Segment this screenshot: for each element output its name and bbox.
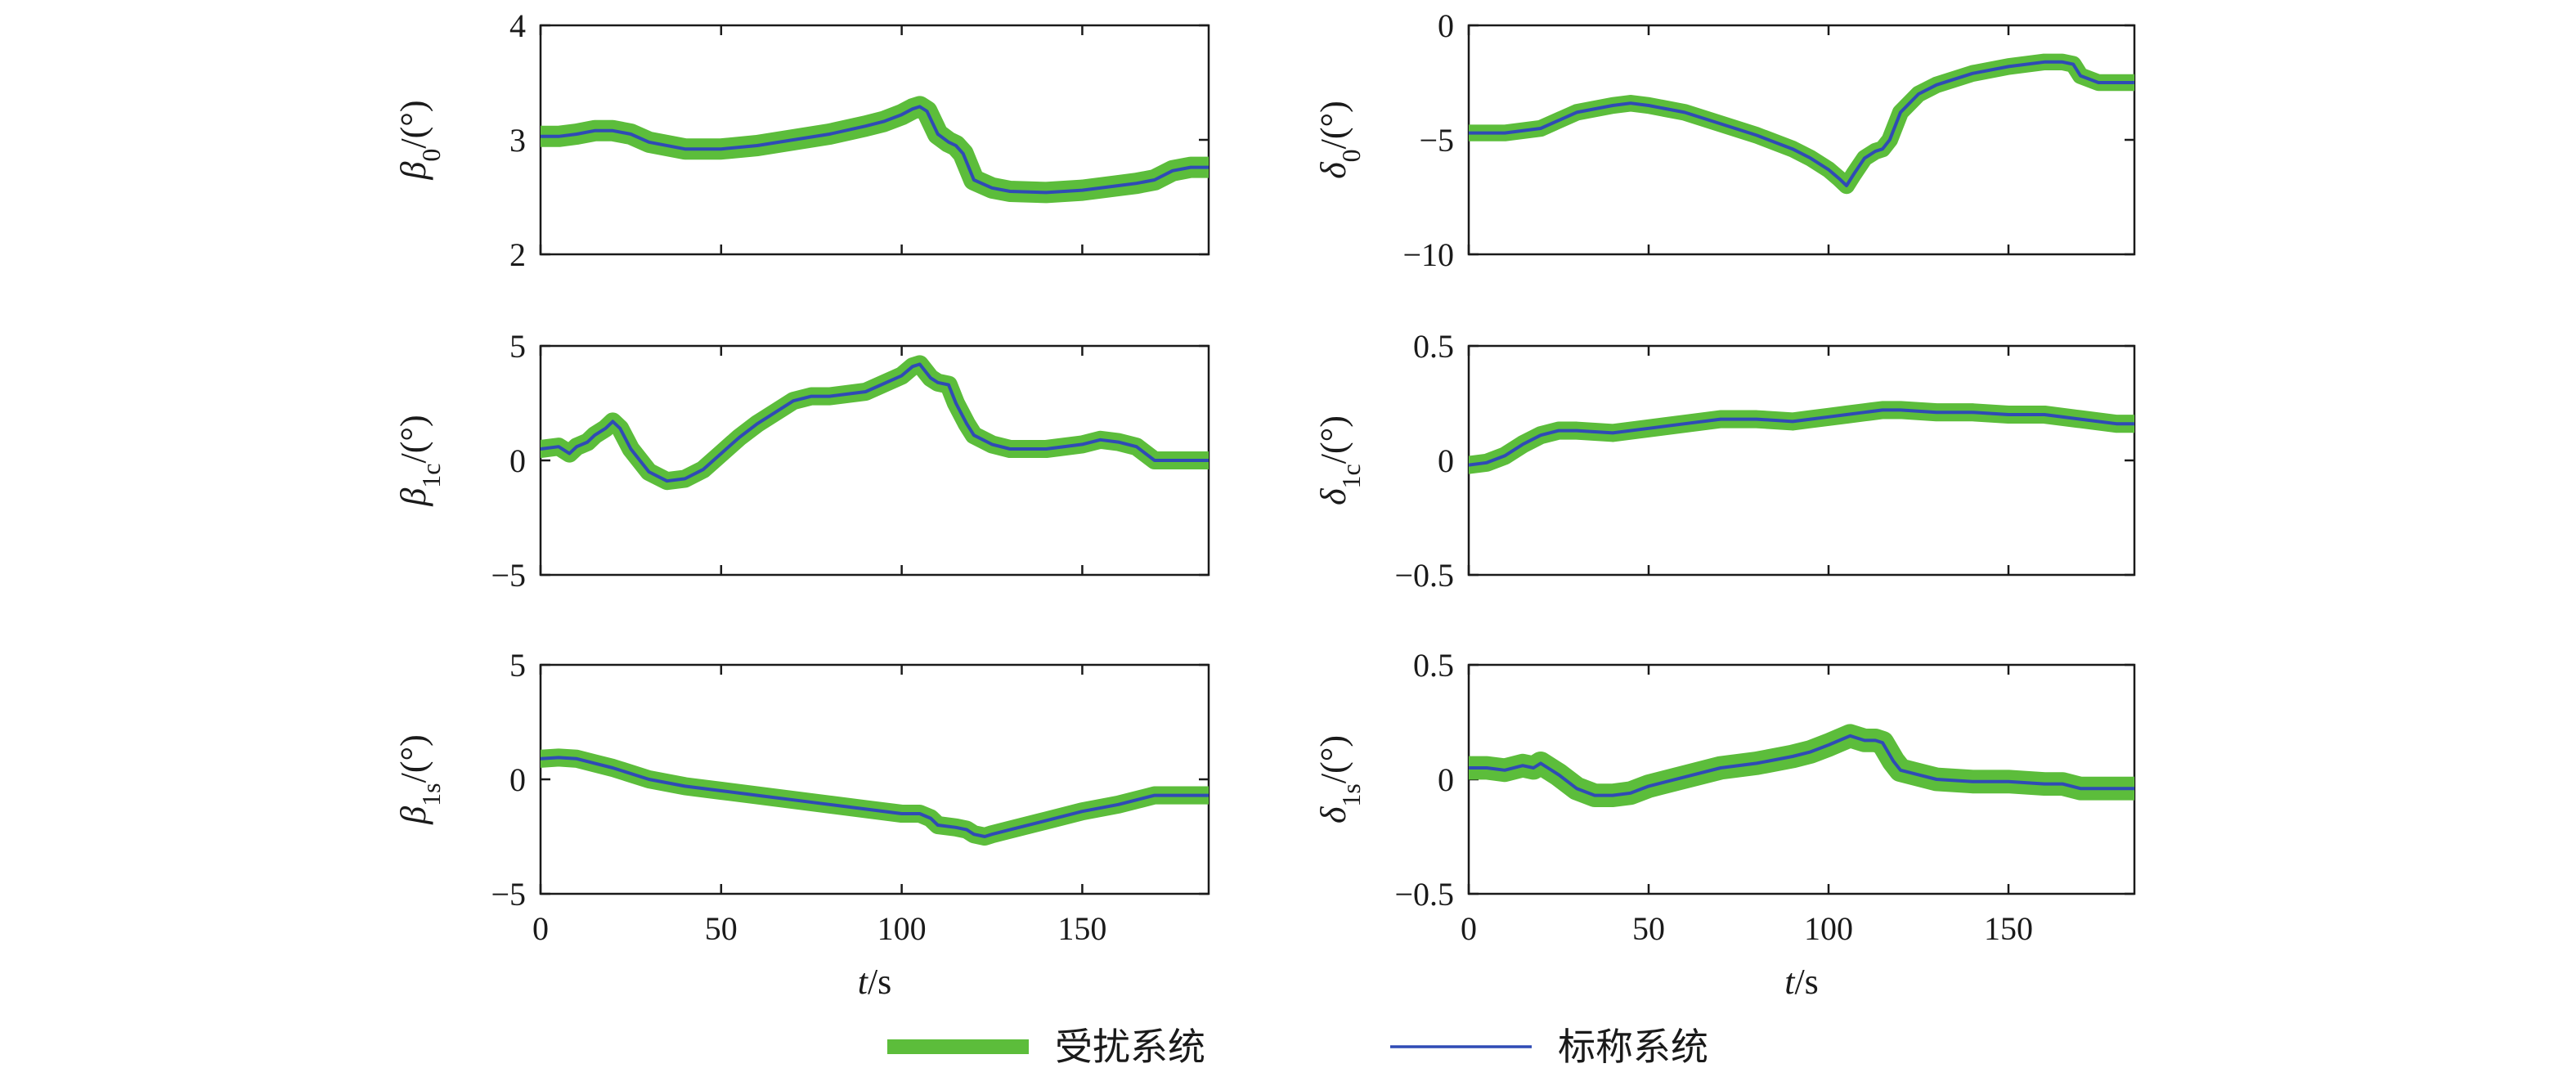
series-line-perturbed: [1469, 724, 2134, 807]
plot-frame: [1467, 344, 2136, 577]
y-tick-label: 5: [509, 328, 526, 365]
y-tick-label: −10: [1402, 236, 1454, 273]
x-tick-label: 0: [1461, 910, 1477, 947]
x-axis-label: t/s: [858, 962, 892, 1002]
y-tick-label: 3: [509, 122, 526, 159]
series-line-nominal: [541, 105, 1209, 195]
x-axis-label: t/s: [1784, 962, 1819, 1002]
legend-label-nominal: 标称系统: [1558, 1025, 1708, 1069]
y-tick-label: 0: [509, 761, 526, 798]
series-line-perturbed: [541, 96, 1209, 204]
y-axis-label: β1s/(°): [393, 734, 446, 825]
y-tick-label: −5: [1419, 122, 1454, 159]
panel-delta0: −10 −5 0 δ0/(°): [1313, 7, 2136, 273]
y-axis-label: β0/(°): [393, 100, 446, 180]
y-tick-label: 5: [509, 647, 526, 684]
y-tick-label: 0.5: [1413, 328, 1454, 365]
panel-beta0: 2 3 4 β0/(°): [393, 7, 1210, 273]
y-tick-label: 4: [509, 7, 526, 44]
series-line-nominal: [1469, 408, 2134, 467]
x-tick-label: 0: [532, 910, 549, 947]
y-tick-label: −5: [491, 557, 526, 594]
y-tick-label: −5: [491, 876, 526, 913]
y-tick-label: 0: [1438, 442, 1454, 479]
x-tick-label: 150: [1057, 910, 1106, 947]
y-axis-label: δ0/(°): [1313, 101, 1366, 179]
y-axis-label: β1c/(°): [393, 415, 446, 506]
series-line-perturbed: [541, 748, 1209, 846]
y-tick-label: 2: [509, 236, 526, 273]
x-tick-label: 100: [877, 910, 927, 947]
panel-beta1c: −5 0 5 β1c/(°): [393, 328, 1210, 594]
y-tick-label: 0.5: [1413, 647, 1454, 684]
series-line-nominal: [1469, 734, 2134, 797]
y-tick-label: −0.5: [1394, 876, 1454, 913]
y-axis-label: δ1s/(°): [1313, 735, 1366, 823]
series-line-perturbed: [1469, 401, 2134, 474]
y-axis-label: δ1c/(°): [1313, 415, 1366, 505]
x-tick-label: 50: [705, 910, 738, 947]
series-line-perturbed: [1469, 53, 2134, 195]
series-line-nominal: [541, 362, 1209, 483]
x-tick-label: 100: [1804, 910, 1853, 947]
series-line-nominal: [541, 756, 1209, 838]
series-line-nominal: [1469, 60, 2134, 187]
legend: 受扰系统 标称系统: [887, 1025, 1708, 1069]
panel-delta1c: −0.5 0 0.5 δ1c/(°): [1313, 328, 2136, 594]
y-tick-label: 0: [1438, 761, 1454, 798]
legend-label-perturbed: 受扰系统: [1055, 1025, 1205, 1069]
x-tick-label: 150: [1984, 910, 2033, 947]
y-tick-label: −0.5: [1394, 557, 1454, 594]
x-tick-label: 50: [1632, 910, 1665, 947]
y-tick-label: 0: [1438, 7, 1454, 44]
y-tick-label: 0: [509, 442, 526, 479]
